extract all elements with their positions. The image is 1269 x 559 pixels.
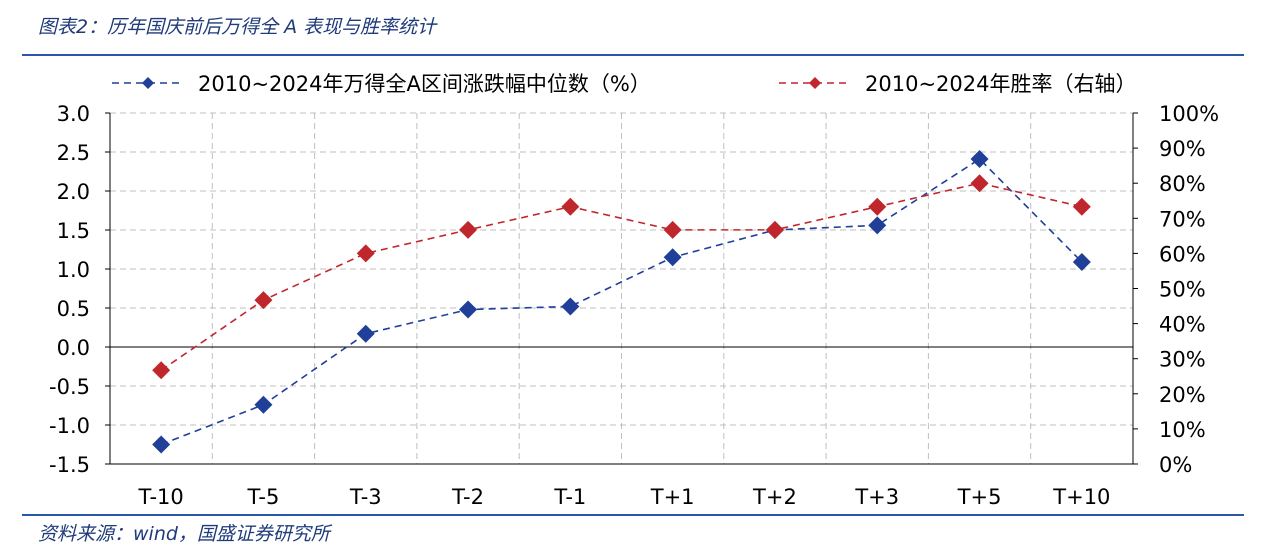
win-rate-point bbox=[663, 220, 682, 239]
series-layer bbox=[152, 150, 1091, 454]
x-tick-label: T+5 bbox=[957, 485, 1002, 509]
right-tick-label: 0% bbox=[1159, 453, 1192, 477]
right-tick-label: 40% bbox=[1159, 313, 1206, 337]
figure-title: 图表2：历年国庆前后万得全 A 表现与胜率统计 bbox=[38, 16, 437, 38]
x-tick-label: T-1 bbox=[553, 485, 586, 509]
left-tick-label: 2.5 bbox=[57, 141, 90, 165]
legend-label: 2010~2024年万得全A区间涨跌幅中位数（%） bbox=[198, 72, 651, 96]
left-tick-label: 3.0 bbox=[57, 102, 90, 126]
left-tick-label: -0.5 bbox=[49, 375, 90, 399]
right-tick-label: 10% bbox=[1159, 418, 1206, 442]
legend-median-return: 2010~2024年万得全A区间涨跌幅中位数（%） bbox=[112, 72, 651, 96]
win-rate-point bbox=[356, 244, 375, 263]
left-tick-label: 1.0 bbox=[57, 258, 90, 282]
right-tick-label: 100% bbox=[1159, 102, 1219, 126]
median-return-point bbox=[1072, 252, 1091, 271]
x-tick-label: T+2 bbox=[752, 485, 797, 509]
median-return-point bbox=[561, 297, 580, 316]
win-rate-point bbox=[561, 197, 580, 216]
x-tick-label: T+1 bbox=[650, 485, 695, 509]
win-rate-point bbox=[1072, 197, 1091, 216]
median-return-point bbox=[356, 324, 375, 343]
win-rate-point bbox=[765, 220, 784, 239]
right-tick-label: 70% bbox=[1159, 207, 1206, 231]
left-tick-label: 2.0 bbox=[57, 180, 90, 204]
right-tick-label: 60% bbox=[1159, 242, 1206, 266]
win-rate-point bbox=[970, 174, 989, 193]
left-tick-label: 1.5 bbox=[57, 219, 90, 243]
left-tick-label: -1.5 bbox=[49, 453, 90, 477]
median-return-point bbox=[152, 435, 171, 454]
win-rate-line bbox=[160, 182, 1083, 371]
legend: 2010~2024年万得全A区间涨跌幅中位数（%） 2010~2024年胜率（右轴… bbox=[112, 72, 1136, 96]
median-return-point bbox=[254, 395, 273, 414]
x-tick-label: T-5 bbox=[247, 485, 280, 509]
legend-win-rate: 2010~2024年胜率（右轴） bbox=[779, 72, 1136, 96]
right-tick-label: 50% bbox=[1159, 278, 1206, 302]
median-return-point bbox=[459, 300, 478, 319]
legend-label: 2010~2024年胜率（右轴） bbox=[865, 72, 1136, 96]
figure-source: 资料来源：wind，国盛证券研究所 bbox=[38, 523, 330, 545]
legend-swatch-marker bbox=[142, 77, 154, 89]
right-tick-label: 20% bbox=[1159, 383, 1206, 407]
win-rate-point bbox=[868, 197, 887, 216]
left-tick-label: -1.0 bbox=[49, 414, 90, 438]
source-rule bbox=[22, 514, 1244, 516]
axes-layer: 3.0 2.5 2.0 1.5 1.0 0.5 0.0 -0.5 -1.0 -1.5 100% 90%… bbox=[49, 102, 1219, 509]
median-return-point bbox=[868, 216, 887, 235]
left-tick-label: 0.0 bbox=[57, 336, 90, 360]
x-tick-label: T-3 bbox=[349, 485, 382, 509]
right-tick-label: 90% bbox=[1159, 137, 1206, 161]
right-tick-label: 80% bbox=[1159, 172, 1206, 196]
x-tick-label: T+3 bbox=[854, 485, 899, 509]
title-rule bbox=[22, 54, 1244, 56]
right-tick-label: 30% bbox=[1159, 348, 1206, 372]
win-rate-point bbox=[254, 291, 273, 310]
median-return-point bbox=[663, 248, 682, 267]
legend-swatch-marker bbox=[809, 77, 821, 89]
x-tick-label: T-10 bbox=[138, 485, 184, 509]
x-tick-label: T-2 bbox=[451, 485, 484, 509]
left-tick-label: 0.5 bbox=[57, 297, 90, 321]
median-return-line bbox=[160, 157, 1083, 446]
median-return-point bbox=[970, 150, 989, 169]
x-tick-label: T+10 bbox=[1052, 485, 1110, 509]
win-rate-point bbox=[152, 361, 171, 380]
win-rate-point bbox=[459, 220, 478, 239]
